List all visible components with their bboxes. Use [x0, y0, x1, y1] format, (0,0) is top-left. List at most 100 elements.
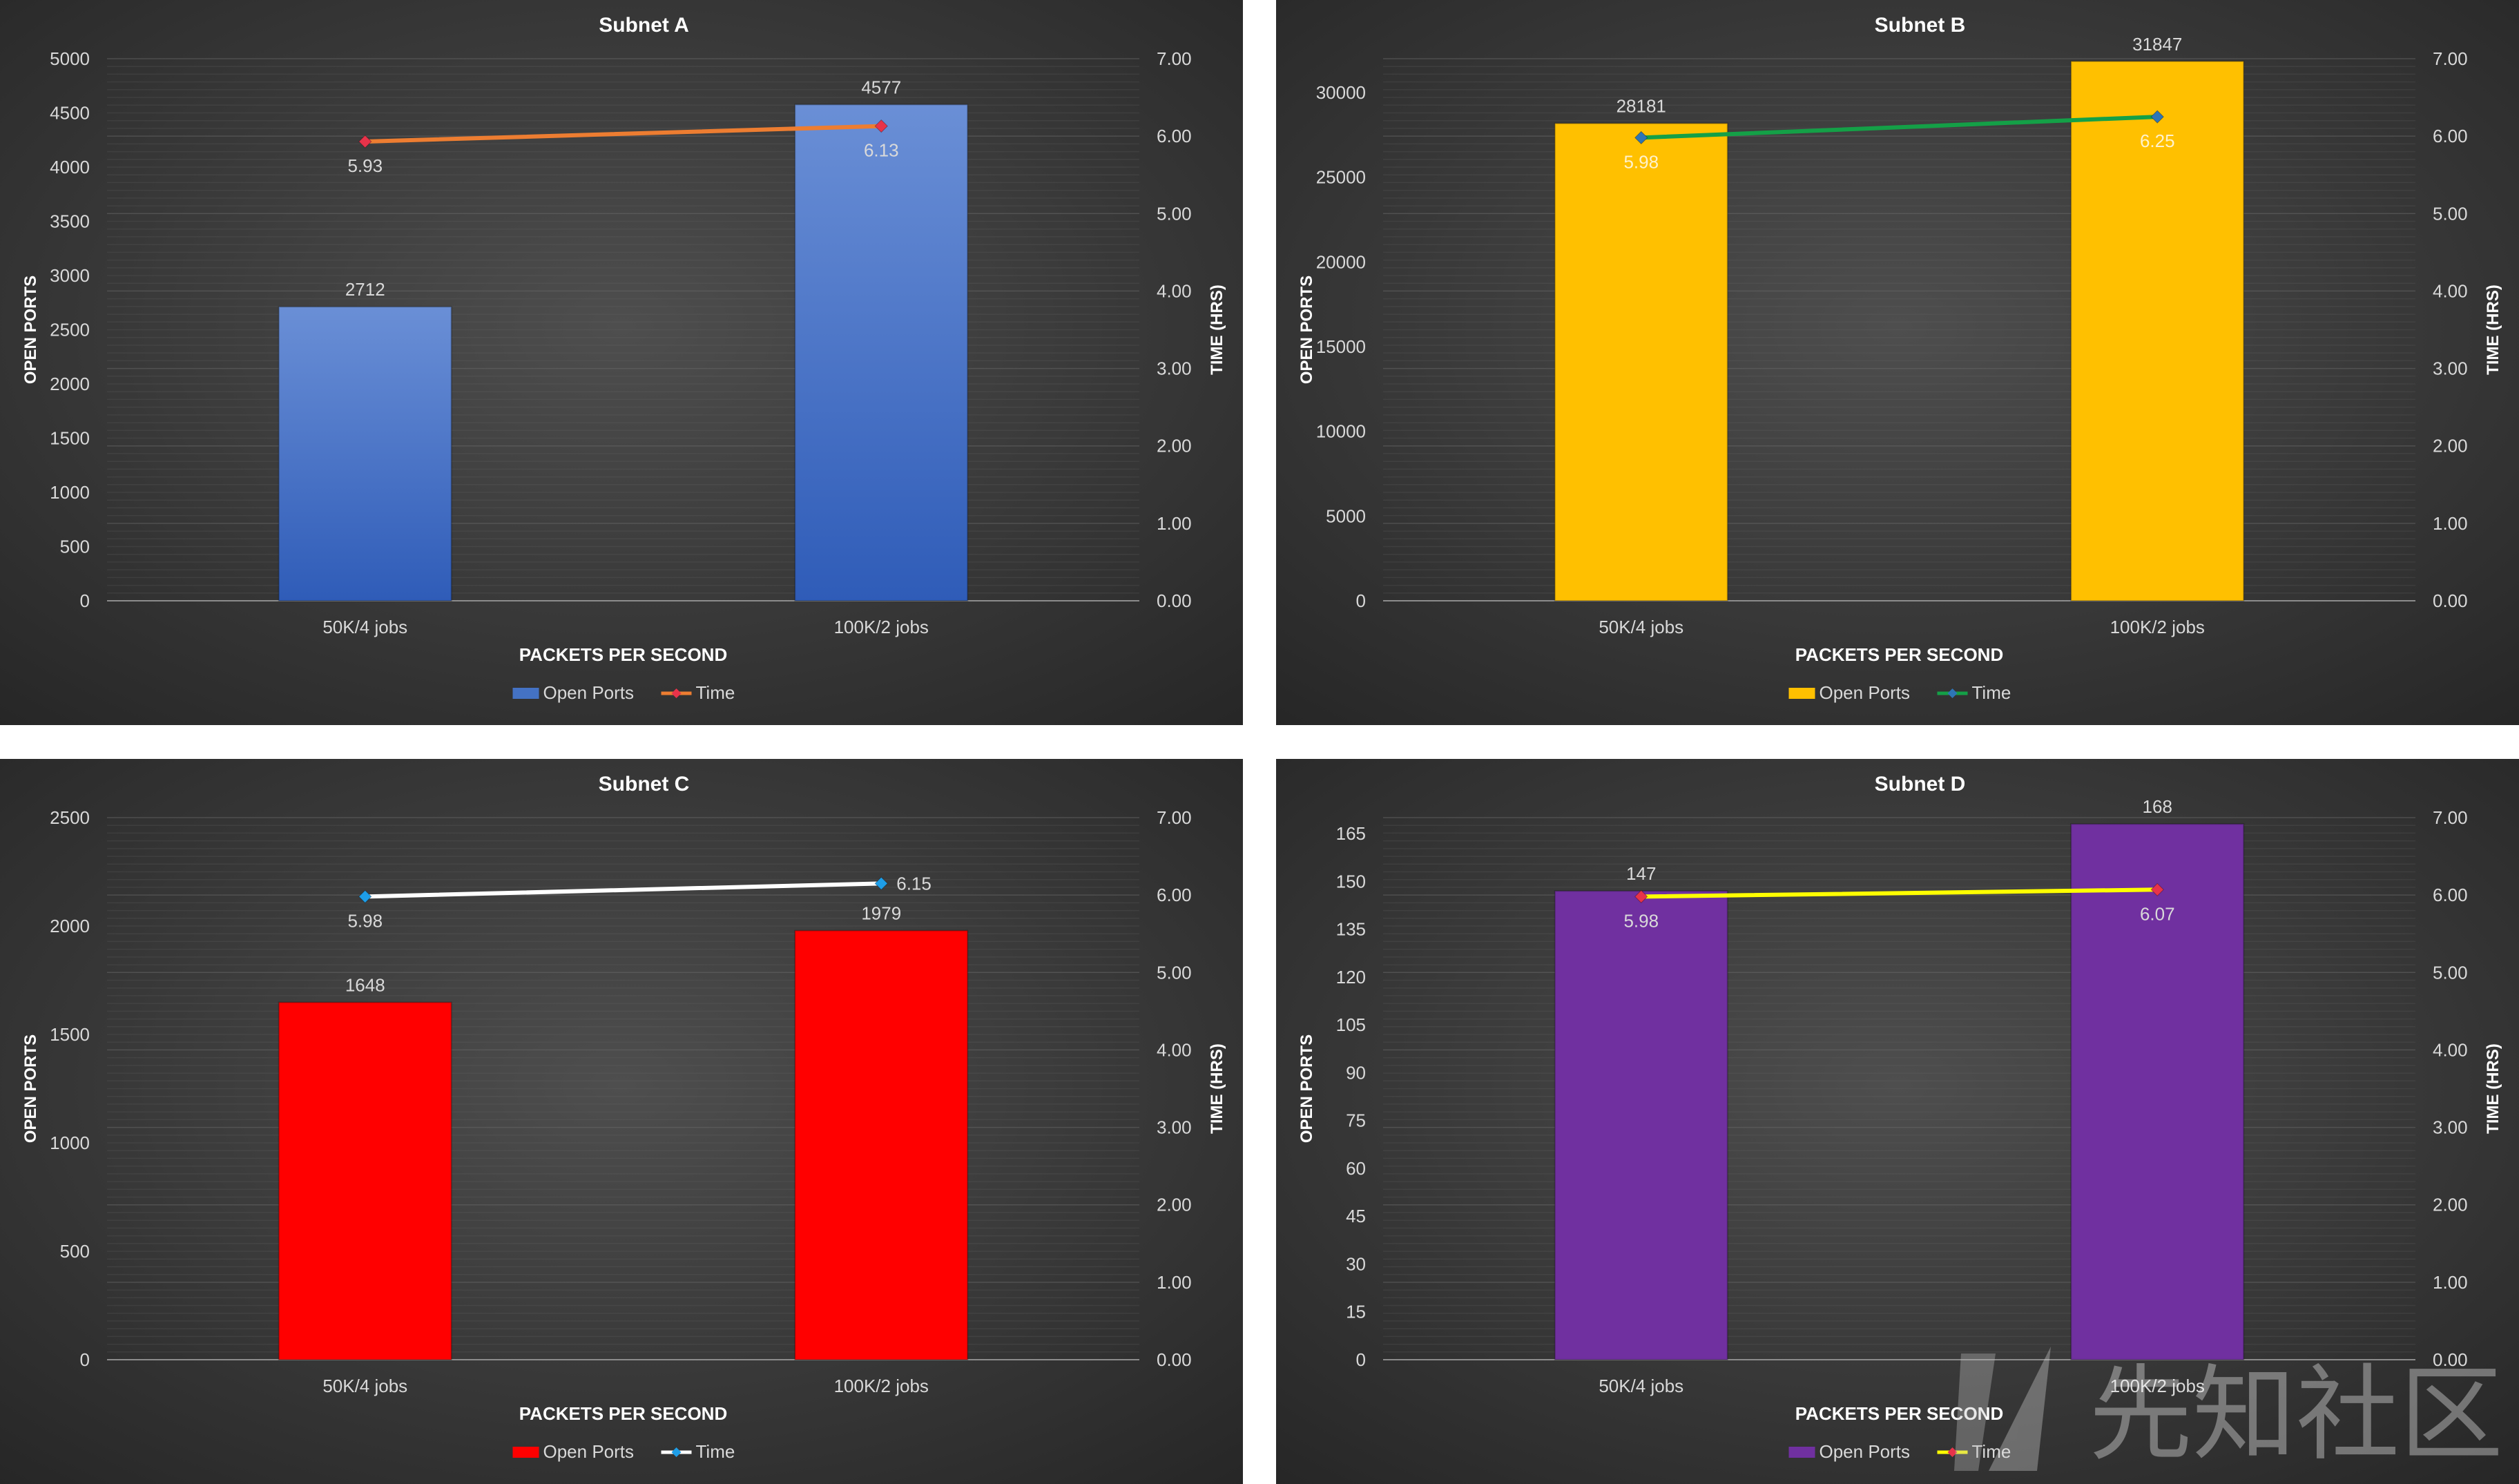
y-tick-label: 0 — [1356, 590, 1366, 611]
line-marker — [874, 119, 888, 133]
legend-label: Time — [696, 682, 735, 703]
y2-tick-label: 6.00 — [2433, 885, 2468, 905]
y2-tick-label: 5.00 — [1157, 203, 1192, 224]
y2-tick-label: 4.00 — [1157, 280, 1192, 301]
bar-value-label: 147 — [1626, 863, 1656, 884]
legend-marker — [671, 1447, 682, 1457]
y2-tick-label: 6.00 — [2433, 126, 2468, 146]
y-tick-label: 1000 — [50, 1133, 90, 1153]
y-tick-label: 120 — [1336, 967, 1366, 987]
chart-title: Subnet A — [599, 14, 689, 37]
line-value-label: 6.13 — [864, 140, 899, 161]
chart-background — [0, 0, 1243, 725]
y-tick-label: 20000 — [1316, 251, 1366, 272]
watermark-text: 先知社区 — [2089, 1355, 2503, 1475]
y2-axis-title: TIME (HRS) — [2484, 1043, 2502, 1134]
bar-value-label: 2712 — [345, 279, 385, 300]
y2-tick-label: 7.00 — [2433, 48, 2468, 69]
y-tick-label: 30000 — [1316, 82, 1366, 103]
y-axis-title: OPEN PORTS — [1297, 276, 1316, 384]
y-tick-label: 10000 — [1316, 421, 1366, 442]
chart-background — [0, 759, 1243, 1484]
y-tick-label: 2000 — [50, 374, 90, 394]
y2-tick-label: 4.00 — [1157, 1039, 1192, 1060]
y2-tick-label: 3.00 — [2433, 358, 2468, 379]
chart-svg: Subnet C 0 500 1000 1500 2000 2500 0.00 1.00 2.00… — [0, 759, 1243, 1484]
y-tick-label: 45 — [1346, 1206, 1366, 1226]
y-tick-label: 75 — [1346, 1110, 1366, 1131]
x-tick-label: 100K/2 jobs — [834, 1376, 929, 1396]
y2-tick-label: 0.00 — [2433, 590, 2468, 611]
chart-background — [1276, 0, 2519, 725]
y-tick-label: 4000 — [50, 157, 90, 177]
y2-tick-label: 0.00 — [1157, 590, 1192, 611]
y-tick-label: 500 — [60, 1241, 90, 1262]
y2-tick-label: 7.00 — [2433, 807, 2468, 828]
y-tick-label: 0 — [80, 1349, 90, 1370]
legend: Open Ports Time — [512, 1441, 735, 1462]
y-axis-title: OPEN PORTS — [1297, 1034, 1316, 1143]
bar-value-label: 168 — [2143, 796, 2172, 817]
y2-tick-label: 1.00 — [1157, 1272, 1192, 1293]
legend-swatch-open-ports — [512, 688, 539, 699]
y2-tick-label: 6.00 — [1157, 126, 1192, 146]
x-axis-title: PACKETS PER SECOND — [519, 1403, 727, 1424]
x-tick-label: 100K/2 jobs — [2110, 1376, 2205, 1396]
bar — [278, 306, 452, 601]
y-tick-label: 5000 — [50, 48, 90, 69]
line-value-label: 6.15 — [896, 873, 932, 894]
y-tick-label: 2500 — [50, 807, 90, 828]
line-series-time — [363, 881, 884, 899]
y-tick-label: 3000 — [50, 265, 90, 286]
line-series-time — [1639, 115, 2160, 140]
bar — [2070, 823, 2245, 1360]
y-tick-label: 90 — [1346, 1062, 1366, 1083]
y2-tick-label: 3.00 — [2433, 1117, 2468, 1138]
x-tick-label: 50K/4 jobs — [1599, 1376, 1683, 1396]
y2-tick-label: 4.00 — [2433, 1039, 2468, 1060]
x-tick-label: 100K/2 jobs — [2110, 617, 2205, 637]
chart-svg: Subnet D 0 15 30 45 60 75 90 105 120 135 150 165 0.00… — [1276, 759, 2519, 1484]
chart-panel-subnet-a: Subnet A 0 500 1000 1500 2000 2500 3000 3500 4000… — [0, 0, 1243, 725]
line-value-label: 5.98 — [347, 910, 383, 931]
bar — [794, 104, 969, 601]
y2-tick-label: 6.00 — [1157, 885, 1192, 905]
y2-tick-label: 3.00 — [1157, 1117, 1192, 1138]
chart-background — [1276, 759, 2519, 1484]
chart-title: Subnet C — [599, 773, 690, 796]
bar-value-label: 28181 — [1616, 96, 1666, 117]
y-tick-label: 30 — [1346, 1253, 1366, 1274]
y2-axis-title: TIME (HRS) — [1208, 1043, 1226, 1134]
chart-title: Subnet D — [1875, 773, 1966, 796]
y2-tick-label: 3.00 — [1157, 358, 1192, 379]
xianzhi-logo-icon — [1954, 1347, 2051, 1471]
legend-swatch-open-ports — [512, 1447, 539, 1458]
line-value-label: 6.25 — [2140, 131, 2175, 151]
y2-tick-label: 1.00 — [2433, 513, 2468, 534]
y2-tick-label: 7.00 — [1157, 48, 1192, 69]
y2-tick-label: 1.00 — [1157, 513, 1192, 534]
y-tick-label: 3500 — [50, 211, 90, 232]
line-series-time — [363, 124, 884, 144]
bar-value-label: 1979 — [861, 903, 901, 924]
legend-label: Open Ports — [1820, 1441, 1911, 1462]
line-marker — [2150, 883, 2164, 896]
legend: Open Ports Time — [1788, 682, 2011, 703]
bar — [2070, 60, 2245, 601]
line-value-label: 5.98 — [1623, 910, 1659, 931]
bar-value-label: 4577 — [861, 77, 901, 97]
y-tick-label: 15000 — [1316, 336, 1366, 357]
y-tick-label: 165 — [1336, 823, 1366, 844]
y-tick-label: 25000 — [1316, 167, 1366, 188]
watermark: 先知社区 — [1954, 1347, 2507, 1478]
y-tick-label: 2500 — [50, 320, 90, 340]
line-marker — [2150, 110, 2164, 124]
y-tick-label: 15 — [1346, 1302, 1366, 1322]
legend-marker — [1947, 1447, 1958, 1457]
y-tick-label: 150 — [1336, 871, 1366, 892]
legend: Open Ports Time — [1788, 1441, 2011, 1462]
chart-svg: Subnet B 0 5000 10000 15000 20000 25000 30000 0.… — [1276, 0, 2519, 725]
legend-swatch-open-ports — [1788, 688, 1815, 699]
bar — [1554, 122, 1728, 602]
legend-label: Open Ports — [543, 682, 635, 703]
